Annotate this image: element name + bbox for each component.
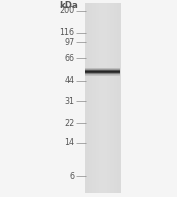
- Text: 31: 31: [64, 97, 74, 106]
- Bar: [85, 72, 120, 73]
- Bar: [85, 71, 120, 72]
- Bar: [85, 69, 120, 70]
- Bar: [85, 70, 120, 71]
- Bar: [85, 68, 120, 69]
- Bar: [85, 73, 120, 74]
- Text: 97: 97: [64, 38, 74, 47]
- Text: 116: 116: [59, 28, 74, 37]
- Text: 14: 14: [64, 138, 74, 147]
- Bar: [85, 71, 120, 72]
- Bar: [85, 73, 120, 74]
- Bar: [85, 68, 120, 69]
- Bar: [85, 70, 120, 71]
- Bar: [85, 69, 120, 70]
- Text: 22: 22: [64, 119, 74, 128]
- Text: 44: 44: [64, 76, 74, 85]
- Text: 6: 6: [69, 172, 74, 181]
- Bar: [85, 75, 120, 76]
- Text: 66: 66: [64, 54, 74, 63]
- Text: 200: 200: [59, 6, 74, 15]
- Bar: [85, 74, 120, 75]
- Text: kDa: kDa: [59, 1, 78, 10]
- Bar: [85, 72, 120, 73]
- Bar: [85, 74, 120, 75]
